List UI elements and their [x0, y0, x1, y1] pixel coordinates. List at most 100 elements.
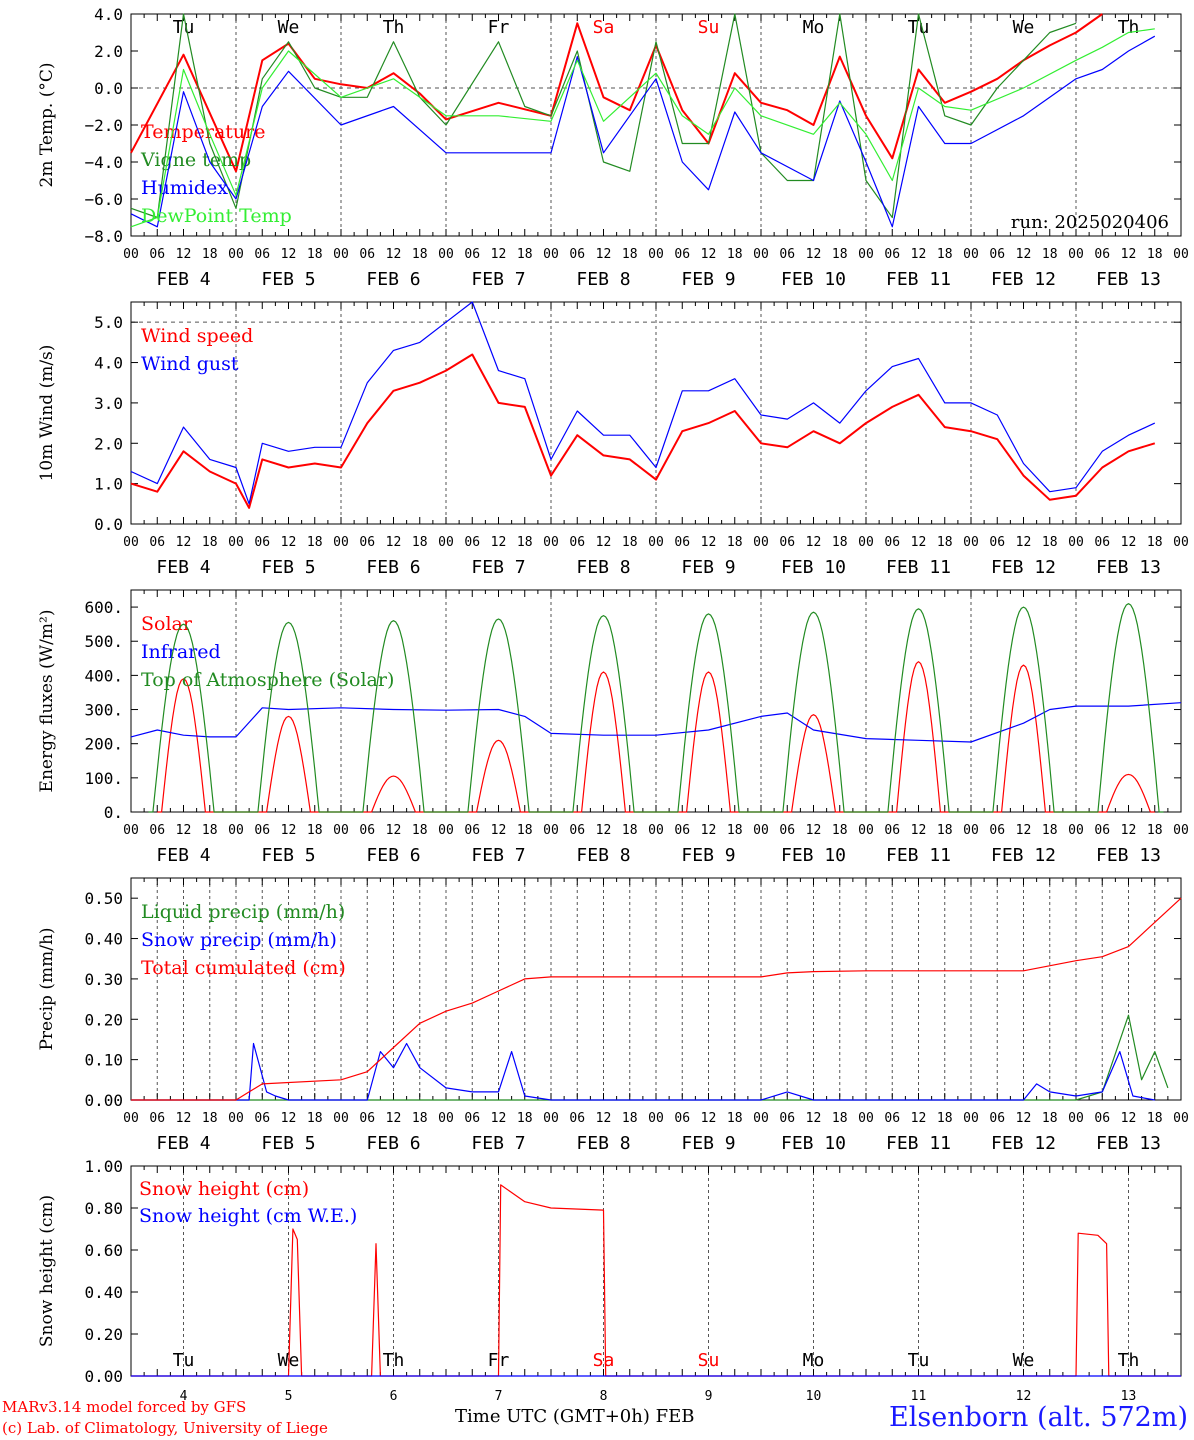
x-hour-label: 12 [596, 1111, 612, 1126]
x-hour-label: 18 [202, 823, 218, 838]
x-date-label: FEB 13 [1096, 1133, 1161, 1154]
x-date-label: FEB 6 [366, 845, 420, 866]
y-tick-label: 1.00 [84, 1157, 123, 1176]
x-hour-label: 00 [228, 823, 244, 838]
x-hour-label: 12 [806, 823, 822, 838]
x-day-number: 6 [390, 1389, 398, 1400]
x-hour-label: 00 [438, 247, 454, 262]
x-hour-label: 06 [884, 247, 900, 262]
x-hour-label: 06 [779, 1111, 795, 1126]
x-date-label: FEB 13 [1096, 845, 1161, 866]
series-line-dewpoint-temp [130, 28, 1155, 228]
x-date-label: FEB 11 [886, 557, 951, 578]
x-hour-label: 06 [1094, 1111, 1110, 1126]
x-hour-label: 06 [1094, 535, 1110, 550]
x-hour-label: 18 [307, 535, 323, 550]
x-hour-label: 18 [202, 1111, 218, 1126]
x-hour-label: 12 [386, 1111, 402, 1126]
x-day-number: 9 [705, 1389, 713, 1400]
x-date-label: FEB 9 [681, 557, 735, 578]
x-hour-label: 12 [806, 247, 822, 262]
x-hour-label: 06 [149, 535, 165, 550]
x-day-number: 4 [180, 1389, 188, 1400]
day-name-label: Th [1118, 1350, 1140, 1371]
x-hour-label: 12 [596, 535, 612, 550]
x-hour-label: 18 [727, 1111, 743, 1126]
x-hour-label: 06 [254, 535, 270, 550]
y-tick-label: 0.60 [84, 1241, 123, 1260]
meteogram-charts: −8.0 −6.0 −4.0 −2.0 0.0 2.0 4.0 2m Temp. (°C) 00… [37, 5, 1189, 1404]
y-axis-label: Snow height (cm) [37, 1195, 57, 1347]
x-hour-label: 12 [596, 247, 612, 262]
x-date-label: FEB 9 [681, 269, 735, 290]
x-date-label: FEB 8 [576, 845, 630, 866]
x-hour-label: 12 [701, 535, 717, 550]
run-label: run: 2025020406 [1011, 212, 1169, 233]
series-line-top-of-atmosphere-solar- [148, 603, 1164, 813]
x-hour-label: 00 [648, 1111, 664, 1126]
x-hour-label: 18 [937, 247, 953, 262]
x-hour-label: 18 [832, 247, 848, 262]
legend-entry: Wind gust [141, 353, 239, 375]
x-hour-label: 18 [937, 535, 953, 550]
x-date-label: FEB 4 [156, 845, 210, 866]
legend-entry: DewPoint Temp [141, 205, 292, 227]
series-line-vigne-temp [130, 13, 1077, 219]
day-name-label: Th [383, 17, 405, 38]
x-hour-label: 00 [1173, 823, 1189, 838]
x-hour-label: 00 [1068, 823, 1084, 838]
x-date-label: FEB 5 [261, 1133, 315, 1154]
x-hour-label: 06 [989, 247, 1005, 262]
x-hour-label: 12 [176, 823, 192, 838]
x-hour-label: 18 [622, 535, 638, 550]
x-hour-label: 00 [333, 1111, 349, 1126]
x-hour-label: 18 [727, 247, 743, 262]
x-hour-label: 00 [228, 1111, 244, 1126]
series-line-wind-gust [130, 301, 1156, 505]
x-hour-label: 06 [254, 247, 270, 262]
y-tick-label: 0.0 [94, 79, 123, 98]
legend-entry: Wind speed [141, 325, 253, 347]
x-hour-label: 12 [911, 1111, 927, 1126]
x-date-label: FEB 5 [261, 269, 315, 290]
x-hour-label: 06 [464, 1111, 480, 1126]
x-hour-label: 06 [674, 535, 690, 550]
x-hour-label: 06 [359, 247, 375, 262]
day-name-label: Tu [173, 1350, 195, 1371]
x-hour-label: 06 [569, 247, 585, 262]
x-hour-label: 18 [517, 823, 533, 838]
x-hour-label: 18 [517, 535, 533, 550]
x-hour-label: 06 [884, 823, 900, 838]
x-hour-label: 18 [1147, 247, 1163, 262]
x-hour-label: 00 [333, 247, 349, 262]
x-hour-label: 00 [753, 823, 769, 838]
x-hour-label: 00 [123, 1111, 139, 1126]
x-hour-label: 12 [806, 1111, 822, 1126]
x-hour-label: 00 [858, 1111, 874, 1126]
legend-entry: Solar [141, 613, 193, 635]
x-hour-label: 00 [1068, 535, 1084, 550]
x-hour-label: 00 [543, 823, 559, 838]
x-hour-label: 18 [412, 535, 428, 550]
x-hour-label: 12 [491, 535, 507, 550]
x-hour-label: 00 [228, 535, 244, 550]
y-tick-label: 4.0 [94, 5, 123, 24]
x-hour-label: 06 [1094, 823, 1110, 838]
x-hour-label: 00 [1173, 535, 1189, 550]
legend-entry: Top of Atmosphere (Solar) [141, 669, 394, 691]
x-hour-label: 18 [937, 1111, 953, 1126]
x-hour-label: 06 [884, 535, 900, 550]
x-hour-label: 06 [779, 535, 795, 550]
x-hour-label: 00 [1173, 247, 1189, 262]
x-hour-label: 00 [963, 1111, 979, 1126]
x-hour-label: 18 [1042, 823, 1058, 838]
x-date-label: FEB 8 [576, 557, 630, 578]
x-hour-label: 12 [1016, 823, 1032, 838]
day-name-label: Mo [803, 17, 825, 38]
y-tick-label: −6.0 [84, 190, 123, 209]
x-date-label: FEB 13 [1096, 557, 1161, 578]
x-hour-label: 00 [648, 823, 664, 838]
x-hour-label: 00 [543, 535, 559, 550]
legend-entry: Infrared [141, 641, 221, 663]
x-hour-label: 18 [832, 1111, 848, 1126]
